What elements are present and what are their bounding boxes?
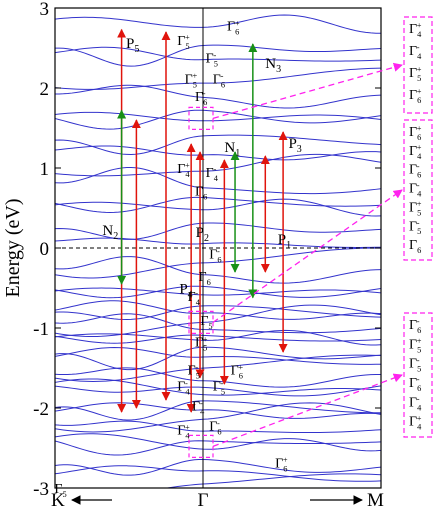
y-tick-label: 1 (40, 159, 50, 180)
legend-irrep-label: Γ4- (409, 395, 422, 413)
transition-label-p4: P4 (179, 282, 192, 301)
gamma-irrep-label: Γ6- (209, 247, 221, 265)
gamma-irrep-label: Γ4+ (177, 423, 190, 441)
y-tick-label: 0 (40, 239, 50, 260)
gamma-irrep-label: Γ4- (206, 165, 219, 183)
band-line (55, 198, 381, 217)
gamma-irrep-label: Γ5 (54, 482, 66, 499)
transition-arrows: P1 P2 P3 P4 P5 N1 N2 N3 (102, 28, 302, 413)
band-line (55, 166, 381, 195)
band-line (55, 196, 381, 213)
gamma-point-labels: Γ6+Γ5+Γ5-Γ5+ Γ6-Γ6-Γ4+Γ4-Γ6Γ6-Γ6Γ4-Γ5Γ5+Γ… (54, 19, 288, 499)
gamma-irrep-label: Γ5- (206, 51, 218, 69)
band-line (55, 458, 381, 476)
gamma-irrep-label: Γ5- (213, 379, 225, 397)
band-line (55, 287, 381, 296)
axes: -3 -2 -1 0 1 2 3 Energy (eV) K Γ M (2, 0, 384, 509)
band-line (55, 346, 381, 371)
highlight-box (188, 434, 214, 458)
legend-irrep-label: Γ5+ (409, 337, 422, 355)
band-line (163, 473, 381, 488)
band-line (55, 134, 381, 155)
gamma-irrep-label: Γ5 (200, 314, 212, 331)
legend-irrep-label: Γ6- (409, 317, 421, 335)
irrep-legend-boxes: Γ4+Γ4-Γ5+Γ6+Γ6+Γ4+Γ6-Γ4-Γ5+Γ5-Γ6Γ6-Γ5+Γ5… (403, 16, 433, 438)
transition-label-n2: N2 (102, 223, 118, 242)
legend-box (403, 312, 433, 438)
gamma-irrep-label: Γ4- (188, 289, 201, 307)
connector-arrow (212, 373, 403, 448)
legend-irrep-label: Γ4+ (409, 414, 422, 432)
y-tick-label: -2 (33, 399, 49, 420)
legend-irrep-label: Γ6- (409, 162, 421, 180)
transition-label-p1: P1 (278, 232, 291, 251)
gamma-irrep-label: Γ5- (188, 363, 200, 381)
band-line (55, 44, 381, 67)
legend-box (403, 119, 433, 261)
transition-label-p2: P2 (196, 225, 209, 244)
band-line (55, 313, 381, 334)
gamma-irrep-label: Γ4- (177, 379, 190, 397)
connector-arrow (212, 62, 403, 120)
gamma-irrep-label: Γ4- (192, 399, 205, 417)
y-tick-label: -3 (33, 479, 49, 500)
legend-box (403, 16, 433, 114)
legend-irrep-label: Γ4+ (409, 143, 422, 161)
gamma-irrep-label: Γ6+ (275, 456, 288, 474)
legend-irrep-label: Γ6 (409, 238, 421, 255)
legend-irrep-label: Γ5+ (409, 65, 422, 83)
legend-irrep-label: Γ6+ (409, 87, 422, 105)
gamma-irrep-label: Γ6 (195, 184, 207, 201)
gamma-irrep-label: Γ6+ (227, 19, 240, 37)
gamma-irrep-label: Γ6 (199, 270, 211, 287)
x-tick-label-m: M (367, 490, 384, 509)
transition-label-p3: P3 (288, 136, 301, 155)
x-tick-label-gamma: Γ (198, 490, 209, 509)
y-tick-label: -1 (33, 319, 49, 340)
band-line (55, 465, 381, 482)
band-line (55, 46, 381, 62)
y-tick-label: 2 (40, 79, 50, 100)
gamma-irrep-label: Γ5+ (185, 72, 198, 90)
transition-label-p5: P5 (126, 36, 139, 55)
highlight-boxes (188, 62, 403, 458)
transition-label-n3: N3 (265, 56, 281, 75)
gamma-irrep-label: Γ6- (195, 89, 207, 107)
band-line (55, 14, 381, 34)
gamma-irrep-label: Γ6+ (231, 363, 244, 381)
legend-irrep-label: Γ5- (409, 219, 421, 237)
legend-irrep-label: Γ4+ (409, 21, 422, 39)
band-line (55, 145, 381, 161)
transition-label-n1: N1 (224, 140, 240, 159)
x-tick-label-k: K (51, 490, 65, 509)
legend-irrep-label: Γ4- (409, 43, 422, 61)
legend-irrep-label: Γ4- (409, 181, 422, 199)
y-tick-label: 3 (40, 0, 50, 20)
legend-irrep-label: Γ6+ (409, 124, 422, 142)
connector-arrow (212, 189, 403, 323)
gamma-irrep-label: Γ4+ (177, 161, 190, 179)
legend-irrep-label: Γ6- (409, 375, 421, 393)
gamma-irrep-label: Γ6- (209, 419, 221, 437)
band-line (55, 440, 381, 456)
y-axis-title: Energy (eV) (2, 198, 24, 297)
legend-irrep-label: Γ5- (409, 356, 421, 374)
gamma-irrep-label: Γ5+ (177, 33, 190, 51)
gamma-irrep-label: Γ6- (213, 72, 225, 90)
gamma-irrep-label: Γ5+ (195, 335, 208, 353)
legend-irrep-label: Γ5+ (409, 200, 422, 218)
